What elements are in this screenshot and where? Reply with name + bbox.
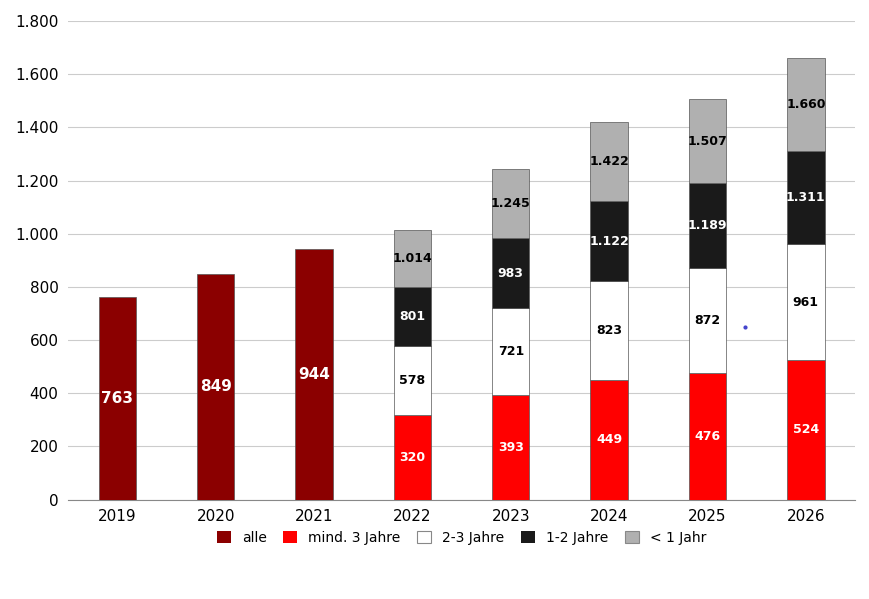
Bar (492, 395, 529, 500)
Text: 1.422: 1.422 (588, 155, 628, 168)
Bar (786, 58, 824, 151)
Bar (590, 201, 627, 281)
Text: 1.014: 1.014 (392, 252, 432, 265)
Text: 524: 524 (792, 423, 818, 437)
Bar (786, 244, 824, 361)
Text: 1.507: 1.507 (687, 135, 726, 148)
Bar (197, 274, 234, 500)
Text: 578: 578 (399, 374, 425, 387)
Bar (688, 373, 726, 500)
Legend: alle, mind. 3 Jahre, 2-3 Jahre, 1-2 Jahre, < 1 Jahr: alle, mind. 3 Jahre, 2-3 Jahre, 1-2 Jahr… (211, 525, 711, 550)
Bar (492, 238, 529, 308)
Bar (786, 361, 824, 500)
Text: 1.245: 1.245 (490, 197, 530, 210)
Text: 1.189: 1.189 (687, 219, 726, 232)
Bar (688, 99, 726, 183)
Text: 961: 961 (792, 296, 818, 308)
Bar (688, 183, 726, 268)
Text: 1.122: 1.122 (588, 235, 628, 247)
Text: 320: 320 (399, 450, 425, 464)
Bar (688, 268, 726, 373)
Text: 872: 872 (693, 314, 720, 327)
Bar (590, 122, 627, 201)
Text: 449: 449 (595, 434, 621, 446)
Bar (98, 297, 136, 500)
Bar (492, 168, 529, 238)
Bar (295, 249, 333, 500)
Text: 944: 944 (298, 367, 329, 382)
Bar (394, 230, 431, 287)
Bar (590, 380, 627, 500)
Text: 476: 476 (693, 430, 720, 443)
Text: 721: 721 (497, 345, 523, 358)
Bar (492, 308, 529, 395)
Text: 801: 801 (399, 310, 425, 323)
Text: 393: 393 (497, 441, 523, 454)
Bar (590, 281, 627, 380)
Text: 763: 763 (102, 391, 133, 406)
Text: 983: 983 (497, 267, 523, 280)
Bar (394, 346, 431, 415)
Text: 1.311: 1.311 (785, 191, 825, 204)
Bar (786, 151, 824, 244)
Text: 823: 823 (595, 324, 621, 337)
Text: 1.660: 1.660 (786, 98, 825, 111)
Bar (394, 415, 431, 500)
Bar (394, 287, 431, 346)
Text: 849: 849 (200, 379, 231, 394)
